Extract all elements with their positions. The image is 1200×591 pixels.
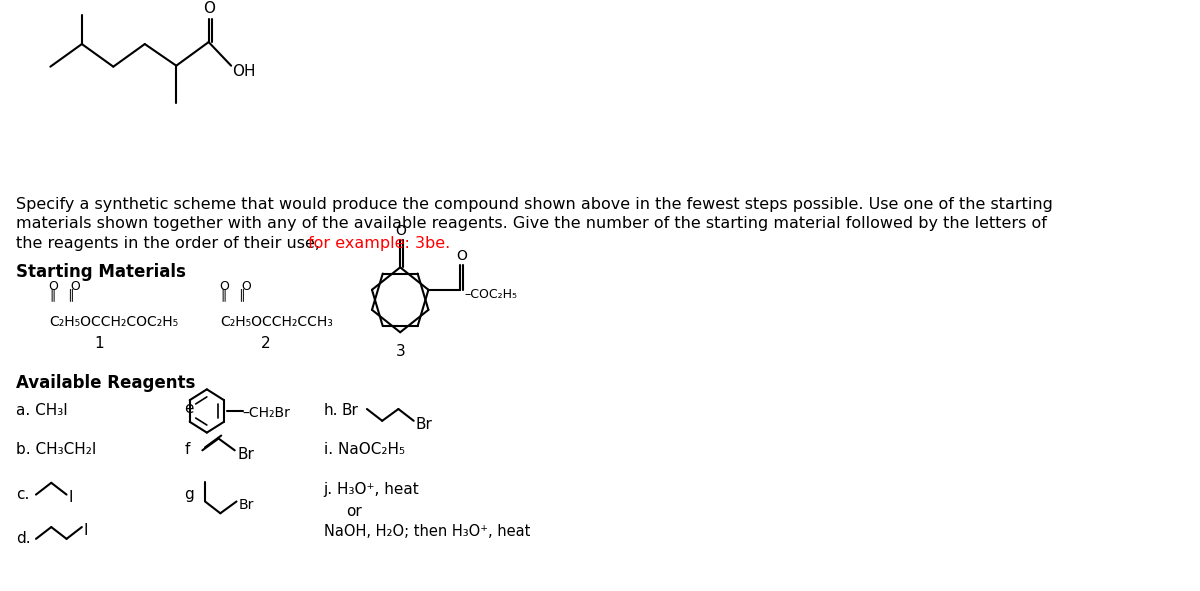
Text: –CH₂Br: –CH₂Br: [242, 406, 290, 420]
Text: j. H₃O⁺, heat: j. H₃O⁺, heat: [324, 482, 420, 497]
Text: NaOH, H₂O; then H₃O⁺, heat: NaOH, H₂O; then H₃O⁺, heat: [324, 524, 530, 539]
Text: C₂H₅OCCH₂CCH₃: C₂H₅OCCH₂CCH₃: [221, 314, 334, 329]
Text: g: g: [185, 487, 194, 502]
Text: Starting Materials: Starting Materials: [16, 264, 186, 281]
Text: O   O: O O: [221, 280, 252, 293]
Text: Br: Br: [415, 417, 432, 432]
Text: –COC₂H₅: –COC₂H₅: [464, 288, 517, 301]
Text: the reagents in the order of their use,: the reagents in the order of their use,: [16, 236, 325, 251]
Text: c.: c.: [16, 487, 30, 502]
Text: O   O: O O: [49, 280, 82, 293]
Text: Br: Br: [238, 447, 254, 462]
Text: OH: OH: [232, 64, 256, 79]
Text: I: I: [68, 490, 73, 505]
Text: ∥   ∥: ∥ ∥: [221, 288, 246, 301]
Text: i. NaOC₂H₅: i. NaOC₂H₅: [324, 443, 404, 457]
Text: f: f: [185, 443, 190, 457]
Text: I: I: [84, 522, 88, 537]
Text: for example: 3be.: for example: 3be.: [308, 236, 451, 251]
Text: 1: 1: [94, 336, 103, 351]
Text: O: O: [396, 224, 407, 238]
Text: Specify a synthetic scheme that would produce the compound shown above in the fe: Specify a synthetic scheme that would pr…: [16, 197, 1054, 212]
Text: h.: h.: [324, 403, 338, 418]
Text: 2: 2: [260, 336, 270, 351]
Text: Br: Br: [239, 498, 253, 512]
Text: e: e: [185, 401, 194, 416]
Text: materials shown together with any of the available reagents. Give the number of : materials shown together with any of the…: [16, 216, 1048, 231]
Text: Available Reagents: Available Reagents: [16, 374, 196, 392]
Text: d.: d.: [16, 531, 31, 546]
Text: or: or: [347, 505, 362, 519]
Text: b. CH₃CH₂I: b. CH₃CH₂I: [16, 443, 96, 457]
Text: O: O: [456, 249, 467, 263]
Text: O: O: [203, 2, 215, 17]
Text: ∥   ∥: ∥ ∥: [50, 288, 74, 301]
Text: a. CH₃I: a. CH₃I: [16, 403, 68, 418]
Text: Br: Br: [342, 403, 359, 418]
Text: C₂H₅OCCH₂COC₂H₅: C₂H₅OCCH₂COC₂H₅: [49, 314, 179, 329]
Text: 3: 3: [395, 344, 406, 359]
